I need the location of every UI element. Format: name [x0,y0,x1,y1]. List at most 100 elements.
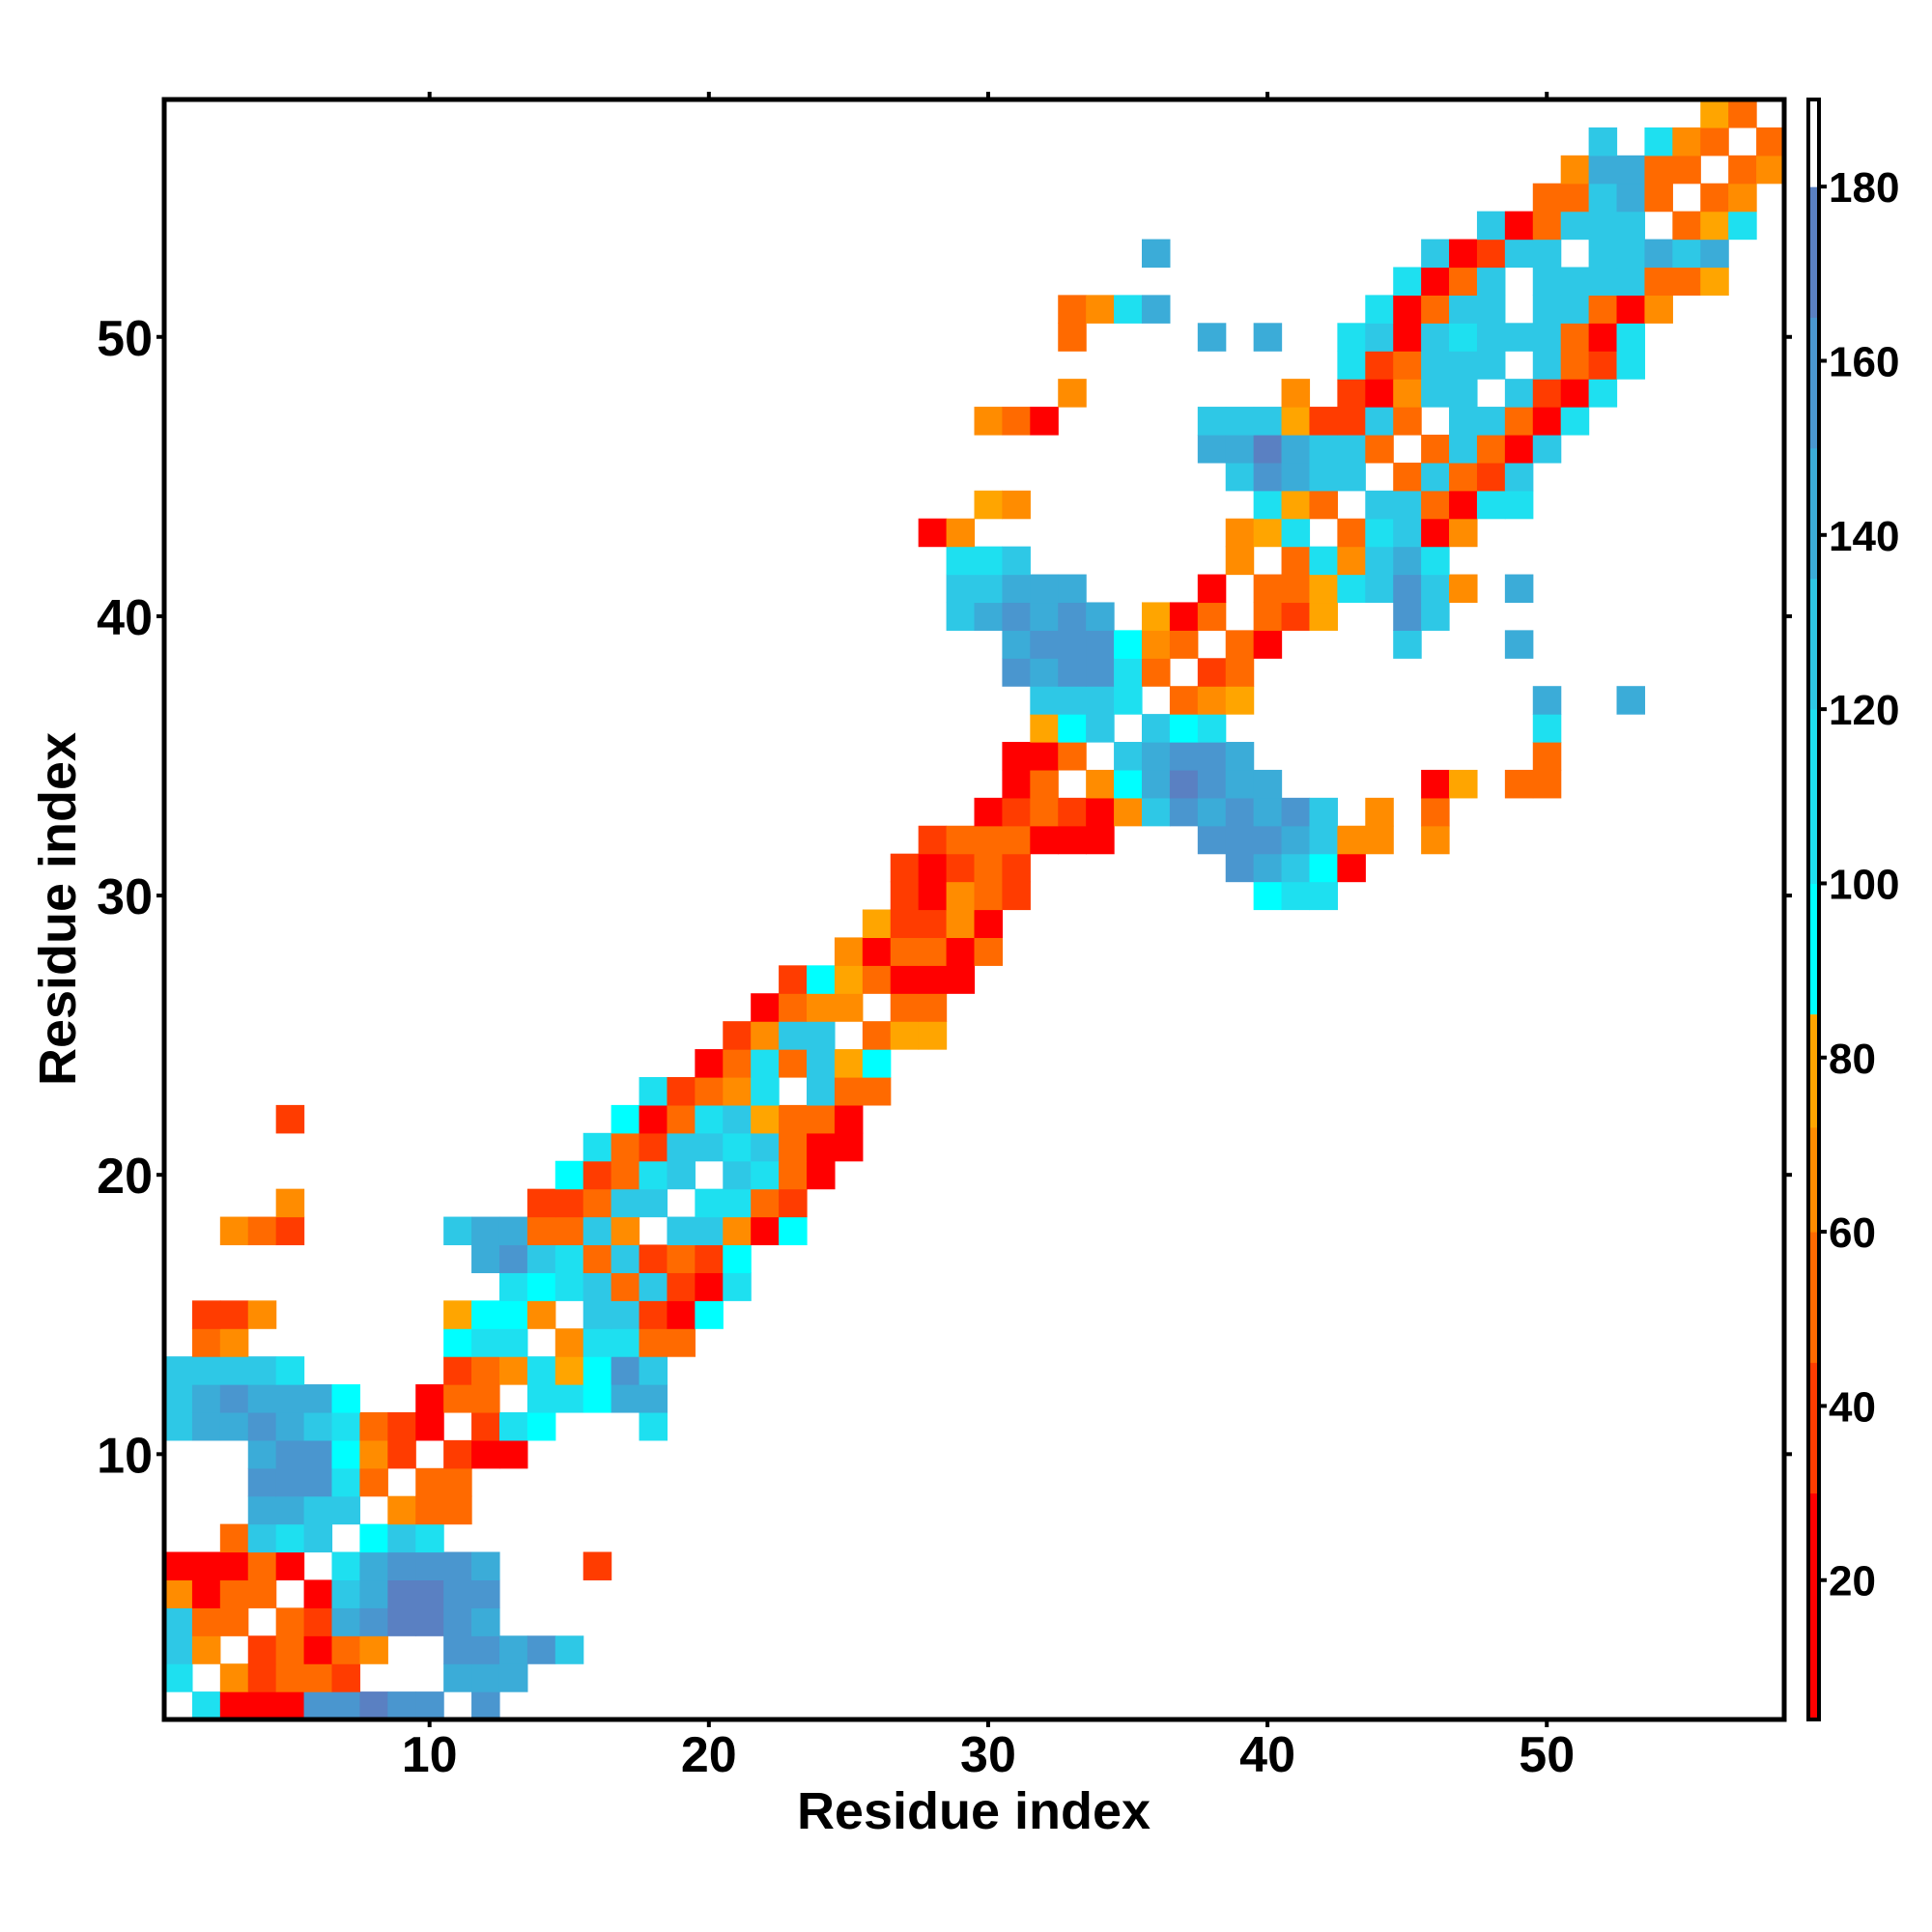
heatmap-cell [1086,797,1115,827]
heatmap-cell [303,1523,333,1553]
heatmap-cell [1141,239,1171,269]
heatmap-cell [862,937,892,966]
heatmap-cell [247,1523,277,1553]
heatmap-cell [1114,630,1143,659]
heatmap-cell [219,1300,249,1329]
heatmap-cell [918,1021,948,1050]
heatmap-cell [807,1132,836,1162]
heatmap-cell [191,1328,221,1357]
heatmap-cell [415,1411,444,1441]
heatmap-cell [387,1607,416,1636]
heatmap-cell [639,1356,668,1385]
heatmap-cell [359,1439,388,1469]
heatmap-cell [1225,853,1255,883]
heatmap-cell [890,853,920,883]
heatmap-cell [667,1076,696,1106]
heatmap-cell [1756,155,1785,185]
heatmap-cell [1644,127,1673,156]
heatmap-cell [331,1467,360,1497]
heatmap-cell [1393,323,1422,352]
heatmap-cell [1421,518,1450,548]
heatmap-cells [164,99,1785,1720]
heatmap-cell [1030,630,1059,659]
heatmap-cell [1421,323,1450,352]
heatmap-cell [1197,686,1227,715]
heatmap-cell [1253,434,1283,464]
heatmap-cell [275,1663,305,1692]
heatmap-cell [1532,714,1562,743]
heatmap-cell [667,1132,696,1162]
heatmap-cell [1504,211,1534,241]
heatmap-cell [751,993,780,1022]
heatmap-cell [1365,825,1394,855]
heatmap-cell [1337,574,1366,604]
heatmap-cell [1449,267,1478,296]
colorbar-segment [1808,317,1819,449]
heatmap-cell [387,1523,416,1553]
heatmap-cell [1421,295,1450,324]
heatmap-cell [1560,323,1590,352]
heatmap-cell [1086,658,1115,687]
heatmap-cell [582,1244,612,1273]
heatmap-cell [667,1300,696,1329]
heatmap-cell [331,1495,360,1525]
heatmap-cell [1141,658,1171,687]
heatmap-cell [611,1384,640,1413]
heatmap-cell [415,1551,444,1581]
heatmap-cell [471,1551,500,1581]
heatmap-cell [1225,462,1255,492]
heatmap-cell [191,1607,221,1636]
heatmap-cell [1393,574,1422,604]
heatmap-cell [890,937,920,966]
heatmap-cell [639,1076,668,1106]
heatmap-cell [946,546,976,576]
heatmap-cell [1644,295,1673,324]
heatmap-cell [1002,546,1031,576]
heatmap-cell [1058,686,1087,715]
heatmap-cell [751,1132,780,1162]
heatmap-cell [834,937,864,966]
x-axis: 10 20 30 40 50 [402,92,1575,1783]
heatmap-cell [611,1356,640,1385]
heatmap-cell [387,1691,416,1720]
heatmap-cell [1504,630,1534,659]
heatmap-cell [1672,127,1701,156]
heatmap-cell [1058,323,1087,352]
heatmap-cell [1421,490,1450,520]
heatmap-cell [695,1076,724,1106]
heatmap-cell [359,1579,388,1608]
heatmap-cell [1086,295,1115,324]
heatmap-cell [1421,797,1450,827]
heatmap-cell [164,1663,193,1692]
heatmap-cell [1644,239,1673,269]
heatmap-cell [247,1635,277,1664]
heatmap-cell [1337,351,1366,380]
heatmap-cell [1253,323,1283,352]
heatmap-cell [1169,714,1199,743]
heatmap-cell [1449,462,1478,492]
heatmap-cell [219,1579,249,1608]
heatmap-cell [1225,630,1255,659]
heatmap-cell [554,1188,584,1218]
heatmap-cell [387,1439,416,1469]
heatmap-cell [834,965,864,994]
y-tick-label: 40 [97,590,153,646]
heatmap-cell [1616,295,1646,324]
heatmap-cell [611,1188,640,1218]
heatmap-cell [695,1216,724,1246]
heatmap-cell [1169,686,1199,715]
heatmap-cell [639,1160,668,1190]
heatmap-cell [1616,239,1646,269]
heatmap-cell [582,1160,612,1190]
heatmap-cell [1002,853,1031,883]
heatmap-cell [1476,239,1506,269]
heatmap-cell [582,1551,612,1581]
heatmap-cell [331,1635,360,1664]
heatmap-cell [415,1495,444,1525]
heatmap-cell [1393,295,1422,324]
heatmap-cell [1393,630,1422,659]
heatmap-cell [1421,267,1450,296]
heatmap-cell [1030,825,1059,855]
heatmap-cell [1449,769,1478,799]
heatmap-cell [974,602,1004,631]
